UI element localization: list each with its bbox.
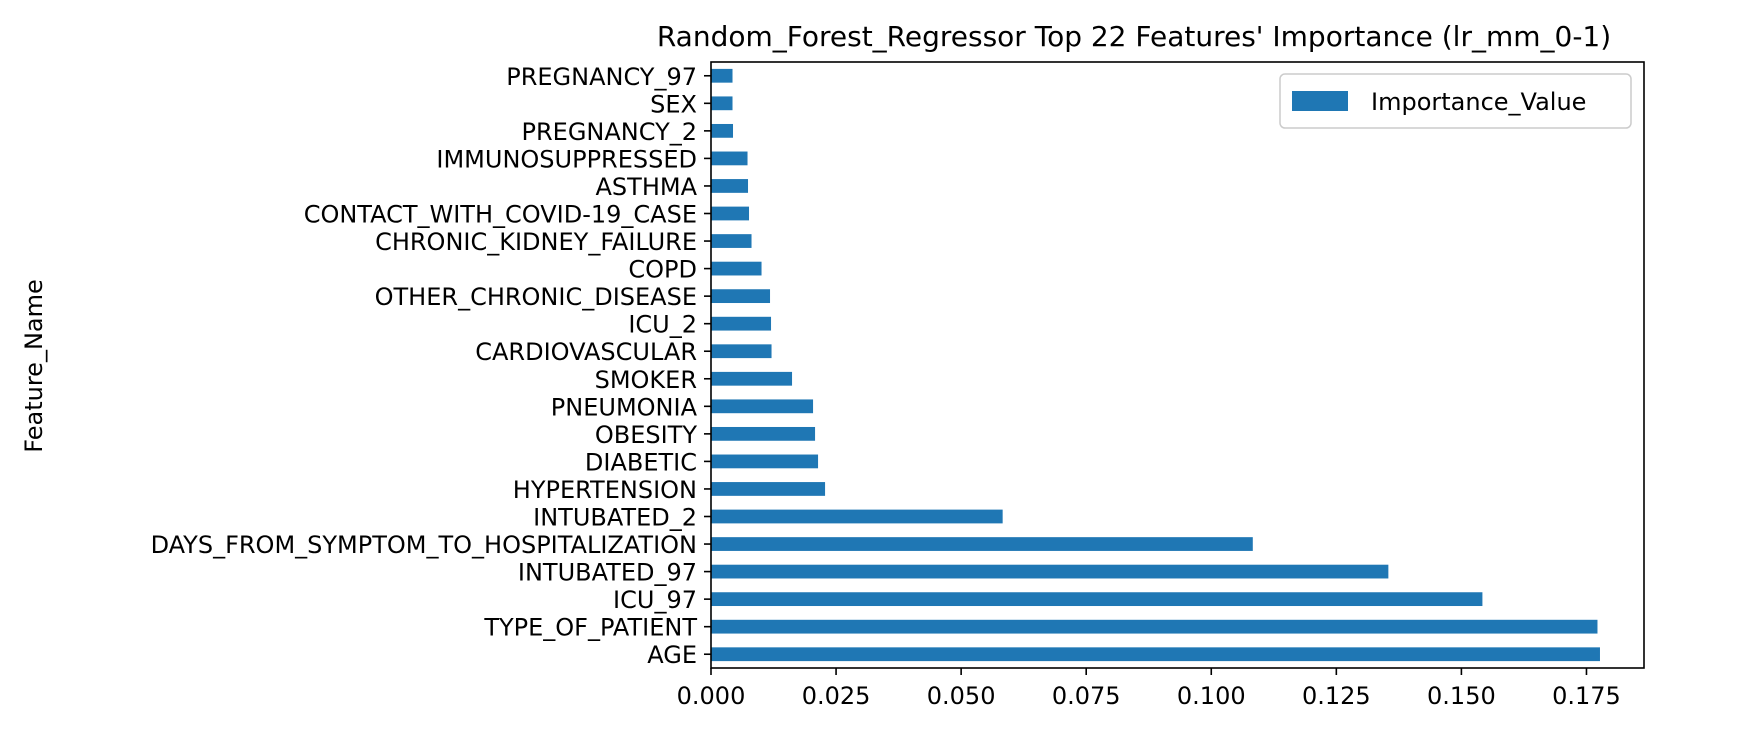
bar-days-from-symptom-to-hospitalization — [711, 537, 1253, 551]
bar-immunosuppressed — [711, 151, 748, 166]
y-tick-label: AGE — [647, 641, 697, 669]
y-tick-label: OTHER_CHRONIC_DISEASE — [375, 283, 697, 311]
y-tick-label: DAYS_FROM_SYMPTOM_TO_HOSPITALIZATION — [151, 531, 697, 559]
bar-smoker — [711, 371, 793, 386]
bar-pregnancy-97 — [711, 68, 733, 83]
bar-cardiovascular — [711, 344, 772, 359]
x-tick-label: 0.075 — [1052, 682, 1121, 710]
bar-diabetic — [711, 454, 819, 469]
y-tick-label: INTUBATED_97 — [518, 559, 697, 587]
x-tick-label: 0.050 — [927, 682, 996, 710]
x-tick-label: 0.175 — [1552, 682, 1621, 710]
bar-chronic-kidney-failure — [711, 234, 752, 248]
y-tick-label: TYPE_OF_PATIENT — [483, 614, 697, 642]
bar-copd — [711, 261, 762, 276]
bar-pregnancy-2 — [711, 123, 734, 138]
y-tick-label: ICU_2 — [628, 311, 697, 339]
bars-layer — [711, 68, 1600, 662]
bar-icu-97 — [711, 592, 1483, 607]
bar-contact-with-covid-19-case — [711, 206, 750, 221]
y-tick-label: OBESITY — [595, 421, 697, 449]
x-tick-label: 0.100 — [1177, 682, 1246, 710]
x-tick-label: 0.000 — [677, 682, 746, 710]
bar-intubated-97 — [711, 564, 1389, 579]
plot-frame — [710, 61, 1645, 669]
bar-icu-2 — [711, 316, 772, 331]
legend-label: Importance_Value — [1371, 88, 1586, 116]
bar-pneumonia — [711, 399, 814, 414]
y-tick-label: PREGNANCY_2 — [522, 118, 698, 146]
bar-type-of-patient — [711, 619, 1598, 634]
bar-sex — [711, 96, 733, 111]
bar-obesity — [711, 426, 816, 441]
x-tick-labels: 0.000 0.025 0.050 0.075 0.100 0.125 0.150 0.175 — [677, 668, 1621, 710]
y-tick-label: SEX — [650, 90, 697, 118]
y-tick-label: PREGNANCY_97 — [506, 63, 697, 91]
x-tick-label: 0.150 — [1427, 682, 1496, 710]
bar-other-chronic-disease — [711, 289, 771, 304]
bar-age — [711, 647, 1600, 662]
y-tick-labels: AGETYPE_OF_PATIENTICU_97INTUBATED_97DAYS… — [151, 63, 711, 669]
legend-swatch — [1292, 91, 1348, 111]
legend-box — [1279, 73, 1632, 129]
y-tick-label: INTUBATED_2 — [533, 504, 697, 532]
y-tick-label: IMMUNOSUPPRESSED — [436, 145, 697, 173]
legend: Importance_Value — [1279, 73, 1632, 129]
bar-asthma — [711, 179, 749, 193]
y-tick-label: CHRONIC_KIDNEY_FAILURE — [375, 228, 697, 256]
y-tick-label: CARDIOVASCULAR — [475, 338, 697, 366]
x-tick-label: 0.025 — [802, 682, 871, 710]
y-tick-label: COPD — [628, 256, 697, 284]
y-tick-label: PNEUMONIA — [551, 393, 698, 421]
bar-intubated-2 — [711, 509, 1003, 524]
y-tick-label: ASTHMA — [596, 173, 698, 201]
chart-title: Random_Forest_Regressor Top 22 Features'… — [657, 20, 1611, 53]
y-tick-label: DIABETIC — [585, 448, 697, 476]
y-axis-label: Feature_Name — [20, 279, 48, 453]
y-tick-label: CONTACT_WITH_COVID-19_CASE — [304, 201, 697, 229]
bar-hypertension — [711, 482, 826, 496]
y-tick-label: HYPERTENSION — [513, 476, 697, 504]
y-tick-label: ICU_97 — [613, 586, 697, 614]
x-tick-label: 0.125 — [1302, 682, 1371, 710]
y-tick-label: SMOKER — [595, 366, 697, 394]
